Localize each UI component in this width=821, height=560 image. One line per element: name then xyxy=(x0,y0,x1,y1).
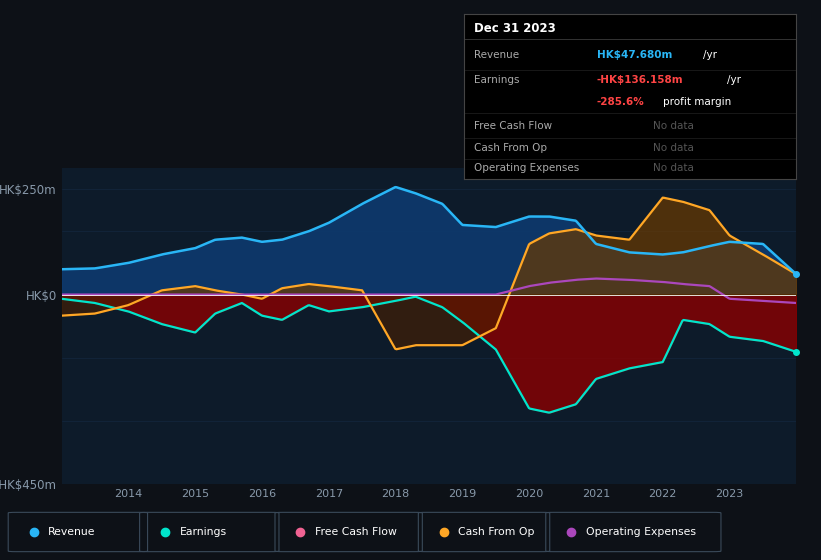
Text: Revenue: Revenue xyxy=(48,527,95,537)
Text: No data: No data xyxy=(654,162,695,172)
Text: No data: No data xyxy=(654,143,695,153)
Text: -HK$136.158m: -HK$136.158m xyxy=(597,75,684,85)
Text: Cash From Op: Cash From Op xyxy=(474,143,547,153)
Text: Dec 31 2023: Dec 31 2023 xyxy=(474,22,556,35)
Text: /yr: /yr xyxy=(704,50,718,60)
Text: Earnings: Earnings xyxy=(474,75,520,85)
Text: /yr: /yr xyxy=(727,75,741,85)
Text: Free Cash Flow: Free Cash Flow xyxy=(314,527,397,537)
Text: Revenue: Revenue xyxy=(474,50,519,60)
Text: Free Cash Flow: Free Cash Flow xyxy=(474,122,552,132)
Text: -285.6%: -285.6% xyxy=(597,97,644,106)
Text: HK$47.680m: HK$47.680m xyxy=(597,50,672,60)
Text: Earnings: Earnings xyxy=(180,527,227,537)
Text: profit margin: profit margin xyxy=(663,97,732,106)
Text: Operating Expenses: Operating Expenses xyxy=(585,527,695,537)
Text: No data: No data xyxy=(654,122,695,132)
Text: Operating Expenses: Operating Expenses xyxy=(474,162,579,172)
Text: Cash From Op: Cash From Op xyxy=(458,527,534,537)
